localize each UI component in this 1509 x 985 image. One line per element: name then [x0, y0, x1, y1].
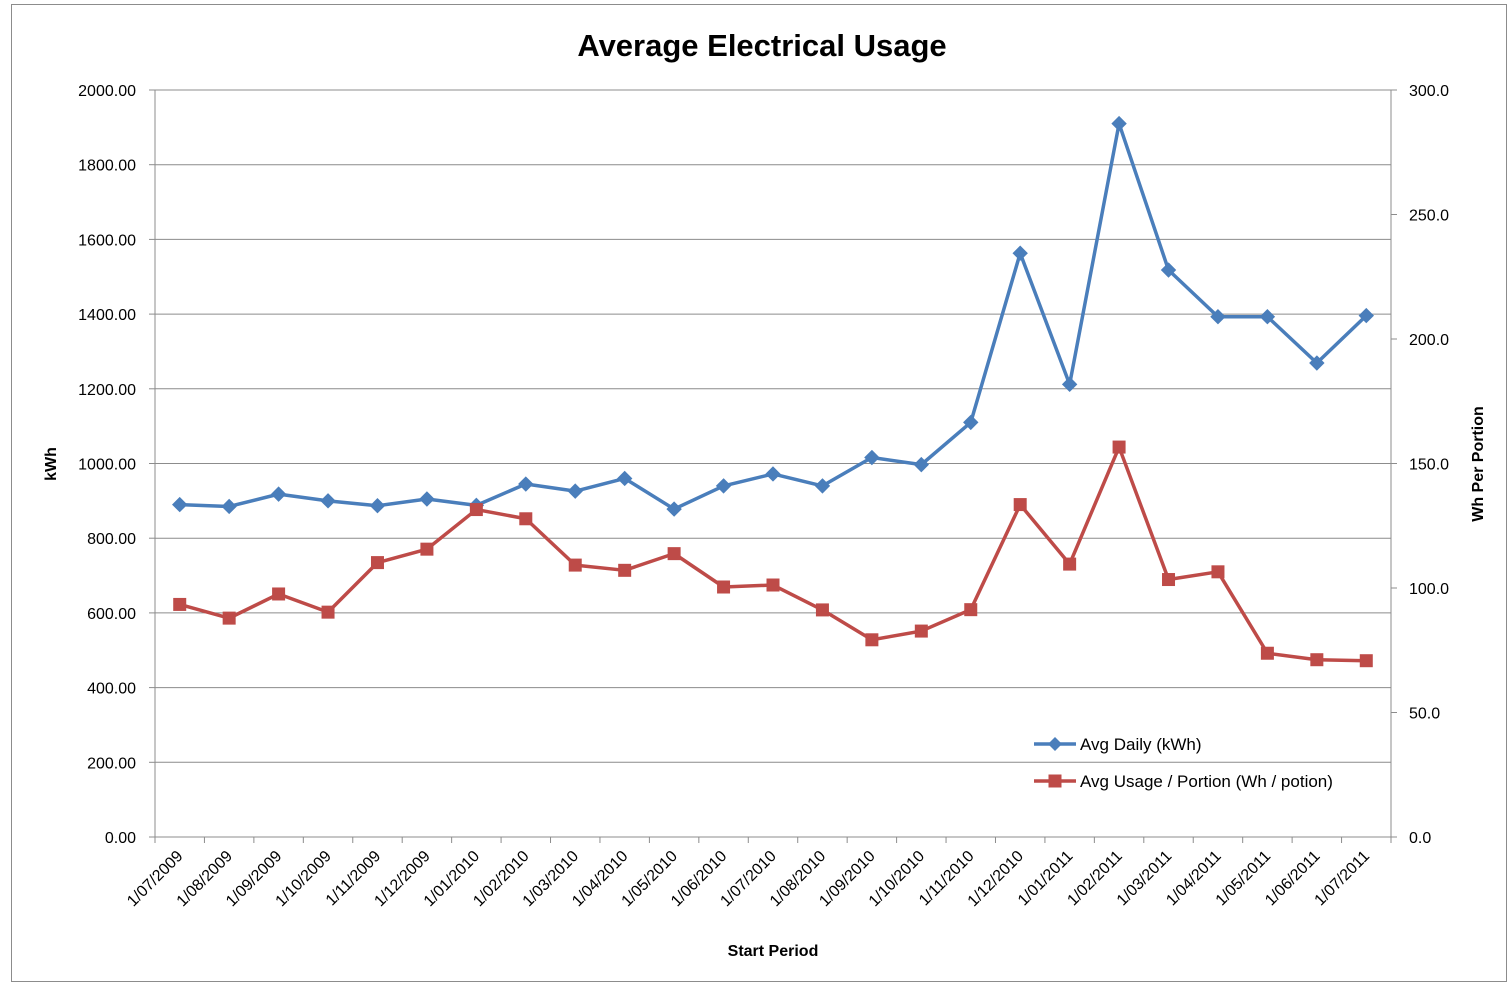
data-point-square — [766, 578, 780, 592]
data-point-diamond — [419, 491, 435, 507]
legend-swatch-marker — [1048, 737, 1062, 751]
y-tick-label: 1600.00 — [78, 232, 136, 249]
data-point-diamond — [765, 466, 781, 482]
left-axis-tick-labels: 0.00 200.00 400.00 600.00 800.00 1000.00 1200.… — [78, 83, 136, 847]
y2-tick-label: 300.0 — [1409, 83, 1449, 100]
data-point-square — [321, 605, 335, 619]
y2-tick-label: 50.0 — [1409, 706, 1440, 723]
legend: Avg Daily (kWh) Avg Usage / Portion (Wh /… — [1034, 735, 1333, 791]
y2-tick-label: 250.0 — [1409, 208, 1449, 225]
x-axis-title: Start Period — [728, 943, 819, 960]
data-point-square — [1310, 653, 1324, 667]
data-point-square — [420, 542, 434, 556]
y-tick-label: 1400.00 — [78, 307, 136, 324]
data-point-square — [618, 563, 632, 577]
data-point-diamond — [666, 501, 682, 517]
data-point-square — [667, 547, 681, 561]
legend-swatch-marker — [1048, 774, 1062, 788]
data-point-diamond — [1309, 355, 1325, 371]
data-point-diamond — [1061, 376, 1078, 393]
legend-label: Avg Usage / Portion (Wh / potion) — [1080, 772, 1333, 791]
y-tick-label: 1000.00 — [78, 457, 136, 474]
y-axis-title: kWh — [43, 447, 60, 481]
grid — [155, 89, 1391, 838]
data-point-diamond — [1160, 262, 1177, 278]
y-tick-label: 800.00 — [87, 531, 136, 548]
data-point-square — [1063, 557, 1077, 571]
y2-tick-label: 200.0 — [1409, 332, 1449, 349]
data-point-square — [1112, 440, 1126, 454]
y2-tick-label: 0.0 — [1409, 830, 1431, 847]
data-point-square — [173, 597, 187, 611]
data-point-diamond — [1210, 309, 1226, 325]
x-tick-label: 1/07/2011 — [1312, 848, 1374, 910]
data-point-diamond — [616, 470, 633, 487]
data-point-square — [815, 603, 829, 617]
axes — [149, 89, 1397, 843]
chart-frame — [11, 4, 1507, 982]
chart-title: Average Electrical Usage — [577, 28, 946, 63]
y-tick-label: 200.00 — [87, 755, 136, 772]
data-point-square — [370, 556, 384, 570]
y-tick-label: 2000.00 — [78, 83, 136, 100]
y-tick-label: 1200.00 — [78, 382, 136, 399]
data-point-square — [1162, 573, 1176, 587]
data-point-diamond — [1259, 309, 1276, 325]
y-tick-label: 0.00 — [105, 830, 136, 847]
y2-tick-label: 150.0 — [1409, 457, 1449, 474]
data-point-diamond — [963, 414, 979, 431]
data-point-diamond — [221, 498, 237, 515]
data-point-square — [469, 503, 483, 517]
data-point-diamond — [864, 449, 880, 466]
data-point-diamond — [715, 478, 732, 494]
y2-axis-title: Wh Per Portion — [1470, 406, 1487, 522]
data-point-diamond — [1111, 115, 1127, 132]
series-markers — [172, 115, 1374, 668]
data-point-square — [1260, 646, 1274, 660]
y-tick-label: 400.00 — [87, 681, 136, 698]
data-point-square — [1211, 565, 1225, 579]
data-point-square — [1013, 498, 1027, 512]
data-point-square — [717, 580, 731, 594]
data-point-diamond — [567, 483, 583, 499]
right-axis-tick-labels: 0.0 50.0 100.0 150.0 200.0 250.0 300.0 — [1409, 83, 1449, 847]
data-point-square — [272, 587, 286, 601]
data-point-diamond — [913, 456, 930, 473]
data-point-diamond — [270, 486, 287, 502]
data-point-square — [1359, 654, 1373, 668]
data-point-diamond — [1012, 245, 1028, 261]
y-tick-label: 600.00 — [87, 606, 136, 623]
data-point-square — [568, 558, 582, 572]
series-line-1 — [179, 121, 1368, 511]
x-axis-tick-labels: 1/07/20091/08/20091/09/20091/10/20091/11… — [124, 848, 1373, 910]
y-tick-label: 1800.00 — [78, 158, 136, 175]
y2-tick-label: 100.0 — [1409, 581, 1449, 598]
data-point-diamond — [172, 496, 188, 513]
data-point-square — [222, 611, 236, 625]
data-point-square — [519, 512, 533, 526]
data-point-diamond — [518, 476, 534, 492]
data-point-diamond — [369, 497, 386, 514]
legend-label: Avg Daily (kWh) — [1080, 735, 1202, 754]
data-point-square — [914, 624, 928, 638]
data-point-square — [964, 603, 978, 617]
data-point-diamond — [814, 478, 831, 494]
data-point-square — [865, 633, 879, 647]
data-point-diamond — [1358, 307, 1374, 324]
data-point-diamond — [320, 493, 336, 509]
